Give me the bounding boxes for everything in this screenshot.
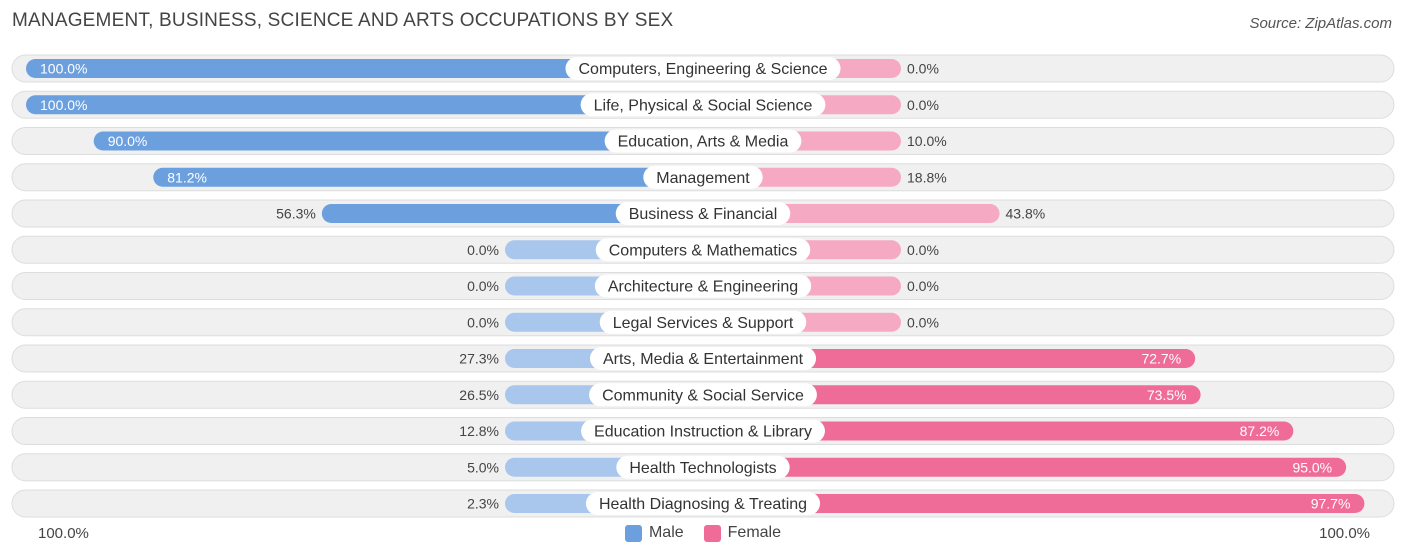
chart-row: 0.0% 0.0% Legal Services & Support [11, 308, 1395, 337]
value-label-female: 0.0% [907, 61, 939, 77]
category-pill [589, 347, 817, 370]
bar-male[interactable] [26, 95, 713, 115]
chart-row: 90.0% 10.0% Education, Arts & Media [11, 127, 1395, 155]
category-pill [565, 57, 841, 80]
category-label: Architecture & Engineering [608, 279, 798, 296]
chart-row: 5.0% 95.0% Health Technologists [11, 453, 1395, 482]
value-label-male: 100.0% [40, 61, 87, 77]
legend-swatch-female [703, 524, 721, 542]
category-label: Legal Services & Support [613, 315, 794, 332]
bar-male[interactable] [93, 131, 713, 151]
bar-female[interactable] [693, 457, 1347, 477]
value-label-male: 81.2% [167, 169, 207, 185]
bar-male[interactable] [321, 204, 713, 223]
category-label: Community & Social Service [602, 387, 804, 404]
legend-label-female: Female [727, 524, 782, 541]
chart-row: 100.0% 0.0% Computers, Engineering & Scien… [11, 54, 1395, 83]
category-pill [599, 310, 807, 334]
value-label-male: 100.0% [40, 97, 87, 113]
value-label-female: 0.0% [907, 278, 939, 294]
bar-female[interactable] [693, 494, 1365, 513]
bar-female[interactable] [693, 385, 1201, 405]
legend: Male Female [0, 524, 1406, 542]
category-label: Education Instruction & Library [594, 424, 812, 441]
source-label: Source: ZipAtlas.com [1249, 15, 1392, 32]
category-pill [594, 274, 812, 298]
legend-item-male[interactable]: Male [624, 524, 684, 542]
value-label-female: 0.0% [907, 97, 939, 113]
value-label-male: 12.8% [459, 423, 499, 439]
axis-left-label: 100.0% [38, 525, 89, 542]
axis-right-label: 100.0% [1319, 525, 1370, 542]
chart-row: 0.0% 0.0% Computers & Mathematics [11, 235, 1395, 264]
value-label-male: 0.0% [467, 242, 499, 258]
bar-female[interactable] [693, 349, 1196, 368]
category-pill [643, 165, 763, 189]
value-label-female: 0.0% [907, 314, 939, 330]
chart-row: 0.0% 0.0% Architecture & Engineering [11, 272, 1395, 300]
value-label-male: 0.0% [467, 314, 499, 330]
value-label-female: 10.0% [907, 133, 947, 149]
value-label-male: 26.5% [459, 387, 499, 403]
bar-male[interactable] [153, 167, 713, 187]
category-label: Education, Arts & Media [618, 134, 789, 151]
category-label: Health Technologists [629, 460, 776, 477]
category-label: Business & Financial [629, 206, 778, 223]
category-label: Computers, Engineering & Science [578, 61, 827, 78]
value-label-male: 2.3% [467, 496, 499, 512]
value-label-male: 90.0% [108, 133, 148, 149]
category-pill [604, 129, 802, 153]
value-label-female: 95.0% [1292, 459, 1332, 475]
chart-row: 56.3% 43.8% Business & Financial [11, 199, 1395, 228]
category-pill [585, 492, 821, 515]
value-label-male: 0.0% [467, 278, 499, 294]
bar-male[interactable] [26, 59, 713, 78]
chart-area: 100.0% 0.0% Computers, Engineering & Scien… [11, 54, 1395, 518]
category-pill [616, 455, 790, 479]
category-label: Computers & Mathematics [609, 242, 798, 259]
value-label-female: 43.8% [1006, 206, 1046, 222]
value-label-male: 5.0% [467, 459, 499, 475]
legend-item-female[interactable]: Female [703, 524, 782, 542]
bar-female[interactable] [693, 421, 1294, 441]
category-label: Life, Physical & Social Science [594, 97, 813, 114]
chart-row: 2.3% 97.7% Health Diagnosing & Treating [11, 489, 1395, 518]
legend-label-male: Male [648, 524, 684, 541]
category-pill [581, 419, 825, 443]
value-label-male: 56.3% [276, 206, 316, 222]
value-label-female: 73.5% [1147, 387, 1187, 403]
legend-swatch-male [624, 524, 642, 542]
chart-row: 81.2% 18.8% Management [11, 163, 1395, 192]
value-label-female: 0.0% [907, 242, 939, 258]
chart-title: MANAGEMENT, BUSINESS, SCIENCE AND ARTS O… [12, 10, 674, 31]
value-label-female: 72.7% [1141, 351, 1181, 367]
value-label-female: 18.8% [907, 169, 947, 185]
value-label-female: 97.7% [1311, 496, 1351, 512]
category-label: Management [656, 170, 750, 187]
category-pill [615, 202, 791, 225]
category-label: Arts, Media & Entertainment [603, 351, 804, 368]
category-pill [595, 238, 811, 262]
chart-row: 27.3% 72.7% Arts, Media & Entertainment [11, 344, 1395, 373]
chart-row: 26.5% 73.5% Community & Social Service [11, 380, 1395, 409]
value-label-female: 87.2% [1240, 423, 1280, 439]
chart-row: 100.0% 0.0% Life, Physical & Social Scienc… [11, 90, 1395, 119]
chart-row: 12.8% 87.2% Education Instruction & Librar… [11, 417, 1395, 445]
category-pill [580, 93, 826, 117]
value-label-male: 27.3% [459, 351, 499, 367]
category-label: Health Diagnosing & Treating [599, 496, 807, 513]
category-pill [589, 383, 817, 407]
